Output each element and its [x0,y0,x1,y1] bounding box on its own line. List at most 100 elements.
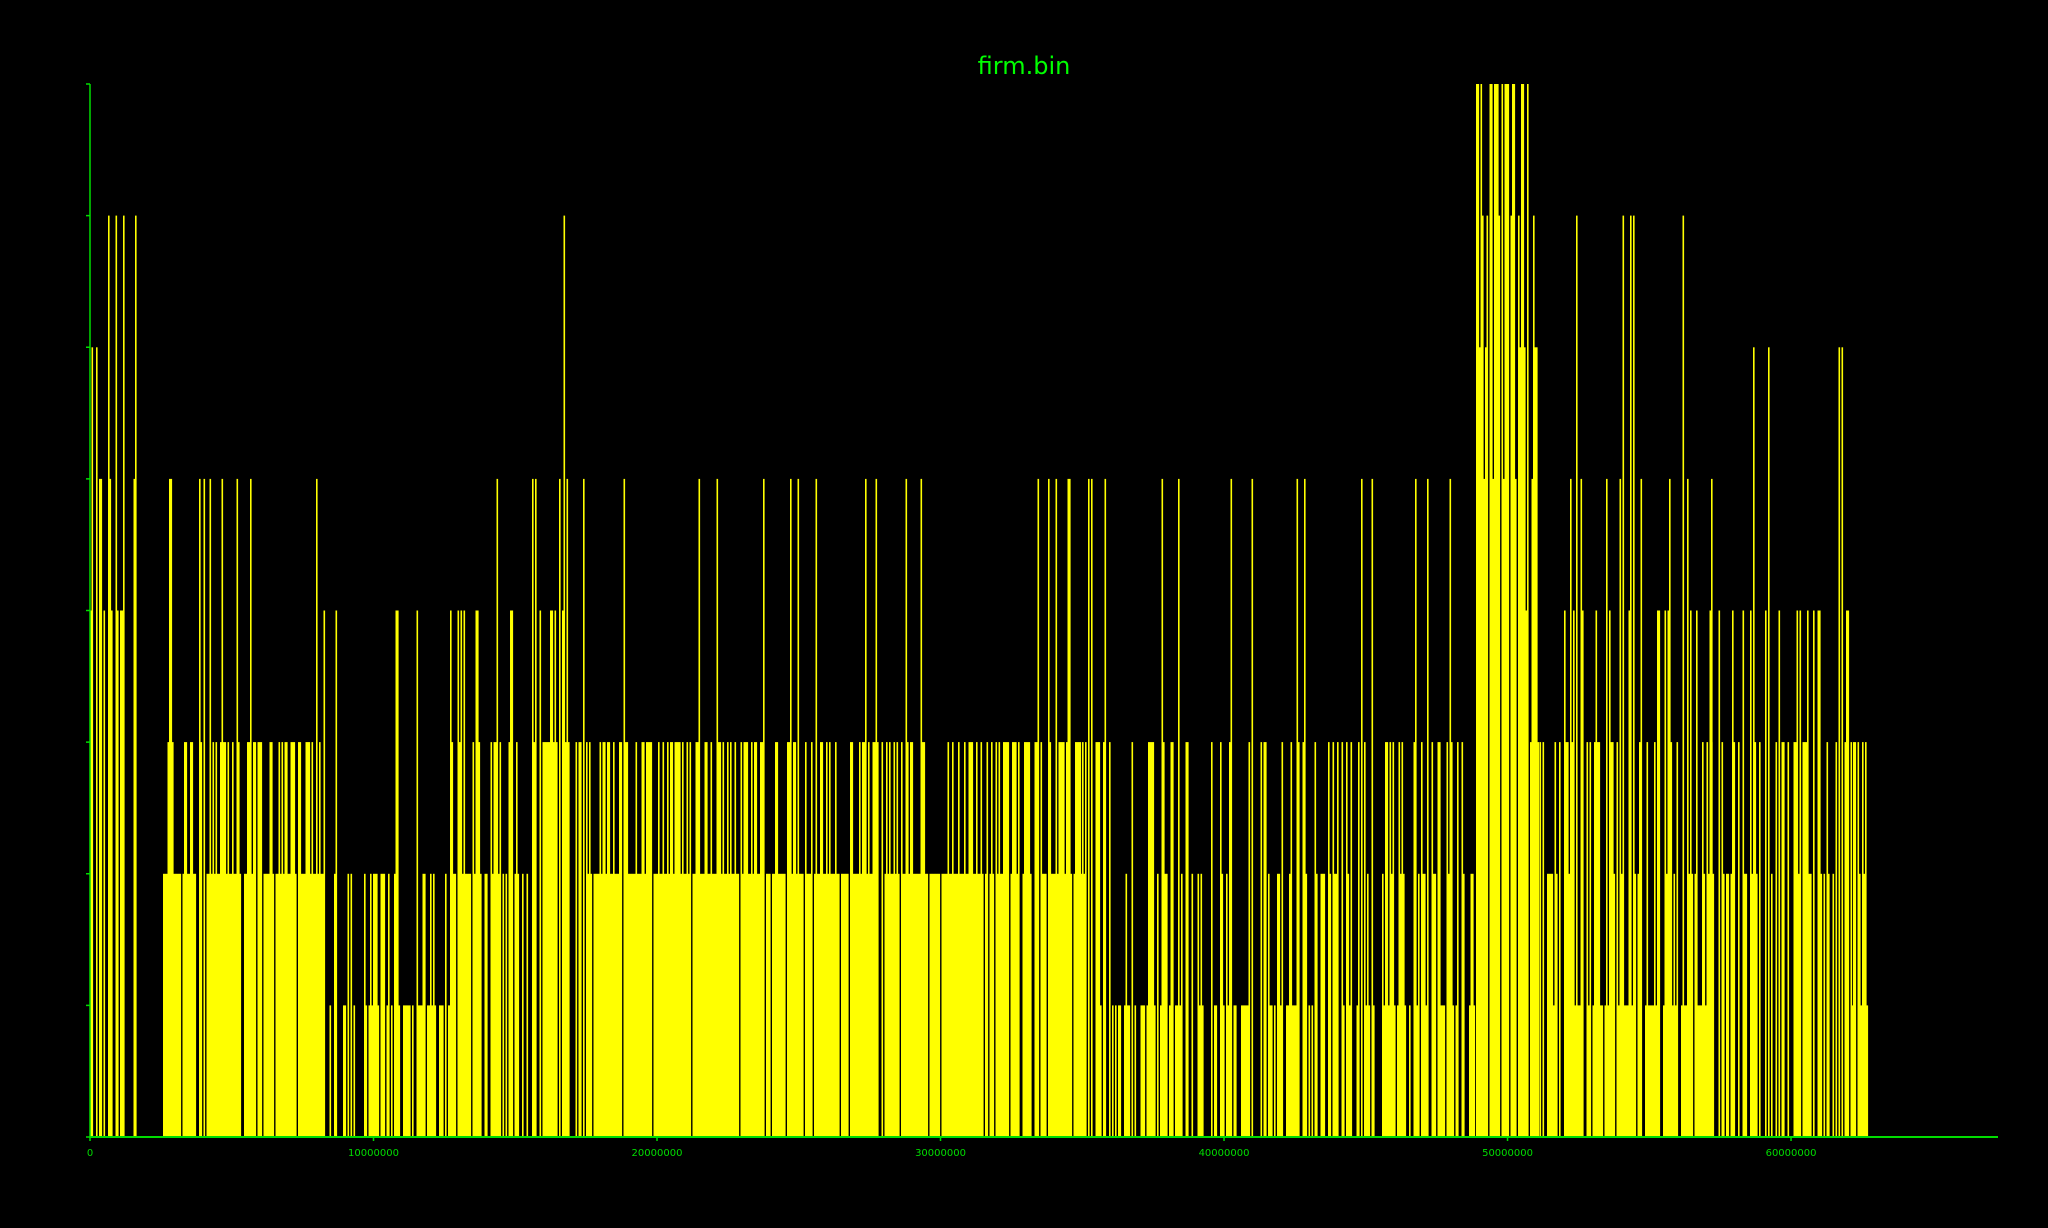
entropy-bar [1607,1005,1610,1137]
entropy-bar [1013,742,1016,1137]
entropy-bar [1078,742,1080,1137]
entropy-bar [643,742,645,1137]
entropy-bar [578,742,581,1137]
entropy-bar [454,873,457,1138]
entropy-bar [469,873,472,1138]
entropy-bar [595,873,597,1138]
entropy-bar [1332,742,1335,1137]
entropy-bar [875,478,878,1137]
entropy-bar [1628,610,1631,1137]
entropy-bar [388,873,390,1138]
entropy-bar [431,1005,434,1137]
entropy-bar [1480,84,1483,1137]
entropy-bar [989,873,992,1138]
entropy-bar [677,742,680,1137]
entropy-bar [661,873,663,1138]
entropy-bar [1859,873,1861,1138]
entropy-bar [920,478,923,1137]
entropy-bar [869,873,872,1138]
entropy-bar [442,1005,444,1137]
entropy-bar [232,742,234,1137]
entropy-bar [163,873,165,1138]
entropy-bar [1263,742,1266,1137]
entropy-bar [904,873,906,1138]
entropy-bar [1805,742,1808,1137]
entropy-bar [1048,478,1050,1137]
entropy-bar [779,873,782,1138]
entropy-bar [817,873,819,1138]
entropy-bar [329,1005,332,1137]
entropy-bar [629,873,632,1138]
entropy-bar [239,873,242,1138]
entropy-bar [434,1005,437,1137]
entropy-bar [544,742,546,1137]
entropy-bar [701,873,704,1138]
entropy-bar [492,873,494,1138]
entropy-bar [1176,1005,1179,1137]
entropy-bar [1703,873,1706,1138]
entropy-bar [117,610,119,1137]
entropy-bar [1723,873,1725,1138]
entropy-bar [430,873,432,1138]
entropy-bar [391,1005,393,1137]
entropy-bar [1061,742,1064,1137]
entropy-bar [806,873,809,1138]
entropy-bar [290,742,293,1137]
entropy-bar [235,873,237,1138]
entropy-bar [1534,347,1537,1138]
entropy-bar [364,873,366,1138]
entropy-bar [468,873,470,1138]
entropy-bar [1860,1005,1863,1137]
entropy-bar [1501,84,1504,1137]
entropy-bar [1311,1005,1314,1137]
entropy-bar [1539,742,1542,1137]
entropy-bar [1537,742,1540,1137]
entropy-bar [1057,873,1059,1138]
entropy-bar [1148,742,1150,1137]
entropy-bar [1510,215,1513,1138]
entropy-bar [1515,478,1517,1137]
entropy-bar [1439,742,1441,1137]
entropy-bar [310,873,312,1138]
entropy-bar [1571,742,1574,1137]
entropy-bar [1433,873,1435,1138]
entropy-bar [1622,215,1625,1138]
entropy-bar [440,1005,443,1137]
entropy-bar [1202,1005,1204,1137]
entropy-bar [103,610,106,1137]
entropy-bar [1058,742,1061,1137]
entropy-bar [350,873,353,1138]
entropy-bar [220,742,222,1137]
x-tick-label: 10000000 [348,1148,399,1159]
entropy-bar [1738,742,1740,1137]
entropy-bar [616,873,618,1138]
entropy-bar [965,873,968,1138]
entropy-bar [814,873,816,1138]
entropy-bar [670,742,672,1137]
entropy-bar [829,742,831,1137]
entropy-bar [1425,1005,1428,1137]
entropy-bar [775,742,777,1137]
entropy-bar [1750,610,1752,1137]
entropy-bar [1455,1005,1458,1137]
entropy-bar [1828,873,1830,1138]
entropy-bar [698,478,701,1137]
entropy-bar [554,610,557,1137]
entropy-bar [1796,610,1799,1137]
x-tick-label: 40000000 [1199,1148,1250,1159]
entropy-bar [1640,478,1643,1137]
entropy-bar [589,742,591,1137]
entropy-bar [1554,742,1557,1137]
entropy-bar [568,742,570,1137]
entropy-bar [1579,1005,1581,1137]
entropy-bar [1798,873,1800,1138]
entropy-bar [740,742,743,1137]
entropy-bar [766,873,768,1138]
entropy-bar [794,742,797,1137]
entropy-bar [1594,742,1596,1137]
entropy-bar [1476,84,1478,1137]
entropy-bar [986,742,989,1137]
entropy-bar [409,1005,411,1137]
entropy-bar [922,742,924,1137]
entropy-bar [223,742,225,1137]
